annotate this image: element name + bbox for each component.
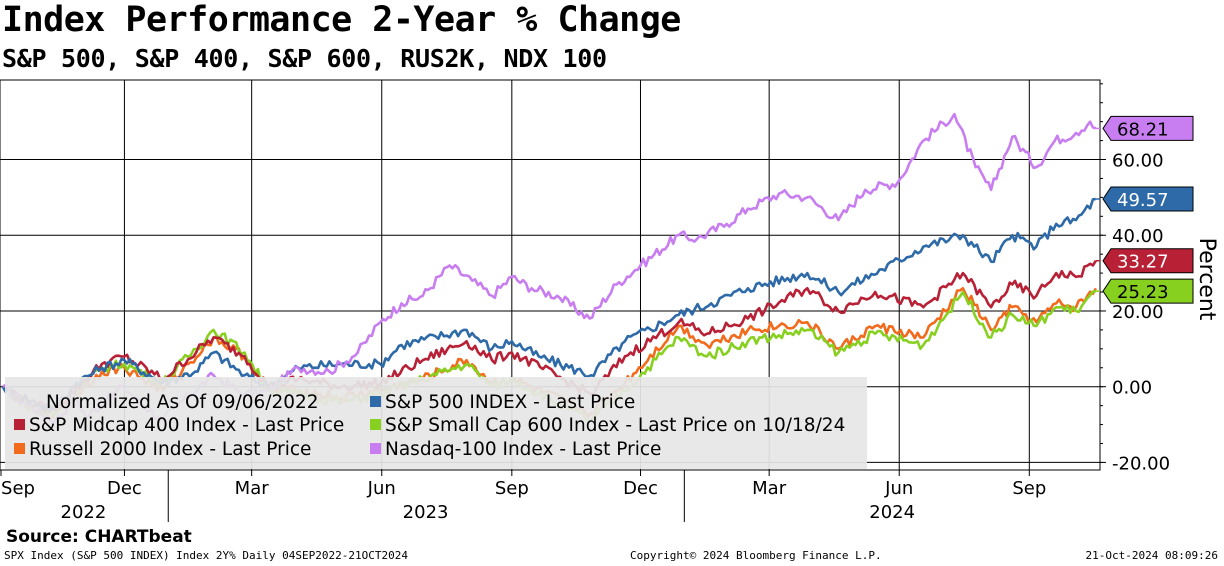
series-line — [1, 197, 1096, 412]
value-tag — [1102, 186, 1194, 212]
y-axis-title: Percent — [1194, 238, 1219, 321]
chart-title: Index Performance 2-Year % Change — [2, 0, 681, 40]
x-tick-label: Jun — [367, 478, 396, 499]
y-tick-label: 0.00 — [1112, 378, 1152, 399]
legend-item-label: S&P Small Cap 600 Index - Last Price on … — [385, 415, 845, 436]
legend-swatch — [14, 443, 25, 454]
legend-item-label: Nasdaq-100 Index - Last Price — [385, 439, 661, 460]
y-tick-label: 40.00 — [1112, 226, 1164, 247]
value-tag-label: 25.23 — [1117, 282, 1169, 303]
value-tag-label: 49.57 — [1117, 190, 1169, 211]
footer-timestamp: 21-Oct-2024 08:09:26 — [1085, 549, 1218, 562]
value-tag — [1102, 248, 1194, 274]
legend-swatch — [370, 443, 381, 454]
x-tick-label: Jun — [884, 478, 913, 499]
y-tick-label: 60.00 — [1112, 151, 1164, 172]
x-tick-label: Sep — [495, 478, 529, 499]
x-tick-label: Dec — [623, 478, 658, 499]
source-note: Source: CHARTbeat — [6, 527, 192, 547]
value-tag-label: 68.21 — [1117, 119, 1169, 140]
legend-item-label: Russell 2000 Index - Last Price — [29, 439, 311, 460]
legend-header: Normalized As Of 09/06/2022 — [46, 392, 319, 413]
legend-item-label: S&P 500 INDEX - Last Price — [385, 392, 635, 413]
chart-subtitle: S&P 500, S&P 400, S&P 600, RUS2K, NDX 10… — [2, 44, 607, 73]
x-tick-label: Sep — [1012, 478, 1046, 499]
value-tag — [1102, 278, 1194, 304]
x-tick-label: Mar — [235, 478, 270, 499]
footer-security-info: SPX Index (S&P 500 INDEX) Index 2Y% Dail… — [4, 549, 408, 562]
legend-swatch — [14, 419, 25, 430]
series-line — [1, 260, 1097, 414]
x-year-label: 2024 — [869, 502, 915, 523]
x-tick-label: Sep — [1, 478, 35, 499]
value-tag — [1102, 115, 1194, 141]
x-tick-label: Mar — [752, 478, 787, 499]
y-tick-label: 20.00 — [1112, 302, 1164, 323]
footer-copyright: Copyright© 2024 Bloomberg Finance L.P. — [630, 549, 882, 562]
legend-swatch — [370, 419, 381, 430]
value-tag-label: 33.27 — [1117, 252, 1169, 273]
legend-item-label: S&P Midcap 400 Index - Last Price — [29, 415, 344, 436]
x-year-label: 2022 — [61, 502, 107, 523]
legend: Normalized As Of 09/06/2022 S&P 500 INDEX… — [5, 377, 867, 469]
x-year-label: 2023 — [403, 502, 449, 523]
x-tick-label: Dec — [107, 478, 142, 499]
legend-background — [5, 377, 867, 469]
legend-swatch — [370, 396, 381, 407]
y-tick-label: -20.00 — [1112, 453, 1170, 474]
